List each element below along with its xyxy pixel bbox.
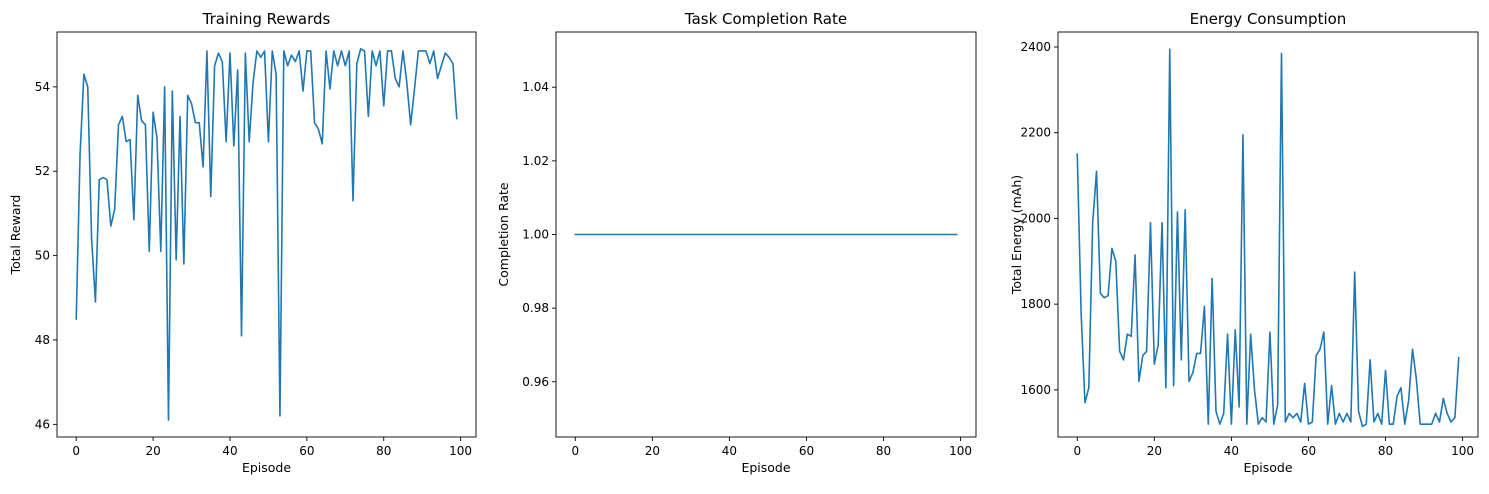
series-line-3-1 [1076, 48, 1460, 428]
x-tick-label: 60 [1301, 444, 1316, 458]
chart-panel-3: 0 20 40 60 80 100 1600 1800 2000 2200 2400 Energy C… [1009, 10, 1479, 475]
chart-panel-2: 0 20 40 60 80 100 0.96 0.98 1.00 1.02 1.04 Task Com… [496, 10, 977, 475]
y-axis-label: Completion Rate [496, 182, 511, 287]
y-tick-label: 48 [35, 333, 50, 347]
x-tick-label: 60 [299, 444, 314, 458]
x-tick-label: 40 [1224, 444, 1239, 458]
y-tick-label: 0.98 [522, 301, 549, 315]
x-tick-label: 0 [571, 444, 579, 458]
x-axis-label: Episode [741, 460, 790, 475]
y-tick-label: 2400 [1020, 40, 1051, 54]
y-tick-label: 1.00 [522, 228, 549, 242]
y-tick-label: 1.02 [522, 154, 549, 168]
y-tick-label: 50 [35, 249, 50, 263]
y-tick-label: 2200 [1020, 126, 1051, 140]
chart-panel-1: 0 20 40 60 80 100 46 48 50 52 54 Training Rewards Ep… [8, 10, 477, 475]
x-tick-label: 40 [222, 444, 237, 458]
y-axis-label: Total Reward [8, 195, 23, 276]
y-tick-label: 46 [35, 417, 50, 431]
x-tick-label: 20 [145, 444, 160, 458]
x-tick-label: 100 [949, 444, 972, 458]
chart-title: Energy Consumption [1190, 10, 1347, 28]
x-tick-label: 0 [1073, 444, 1081, 458]
y-tick-label: 1600 [1020, 383, 1051, 397]
x-tick-label: 80 [376, 444, 391, 458]
x-tick-label: 80 [876, 444, 891, 458]
x-tick-label: 20 [645, 444, 660, 458]
plot-frame [1057, 31, 1479, 438]
y-tick-label: 52 [35, 164, 50, 178]
chart-title: Training Rewards [202, 10, 331, 28]
x-tick-label: 100 [1451, 444, 1474, 458]
x-tick-label: 0 [72, 444, 80, 458]
y-tick-label: 54 [35, 80, 50, 94]
x-tick-label: 80 [1378, 444, 1393, 458]
x-tick-label: 20 [1147, 444, 1162, 458]
plot-frame [56, 31, 477, 438]
y-axis-label: Total Energy (mAh) [1009, 175, 1024, 295]
x-tick-label: 100 [449, 444, 472, 458]
series-line-1-1 [75, 48, 458, 421]
y-tick-label: 0.96 [522, 375, 549, 389]
y-tick-label: 1.04 [522, 80, 549, 94]
x-tick-label: 60 [799, 444, 814, 458]
y-tick-label: 2000 [1020, 211, 1051, 225]
chart-title: Task Completion Rate [684, 10, 847, 28]
x-tick-label: 40 [722, 444, 737, 458]
x-axis-label: Episode [242, 460, 291, 475]
y-tick-label: 1800 [1020, 297, 1051, 311]
x-axis-label: Episode [1243, 460, 1292, 475]
